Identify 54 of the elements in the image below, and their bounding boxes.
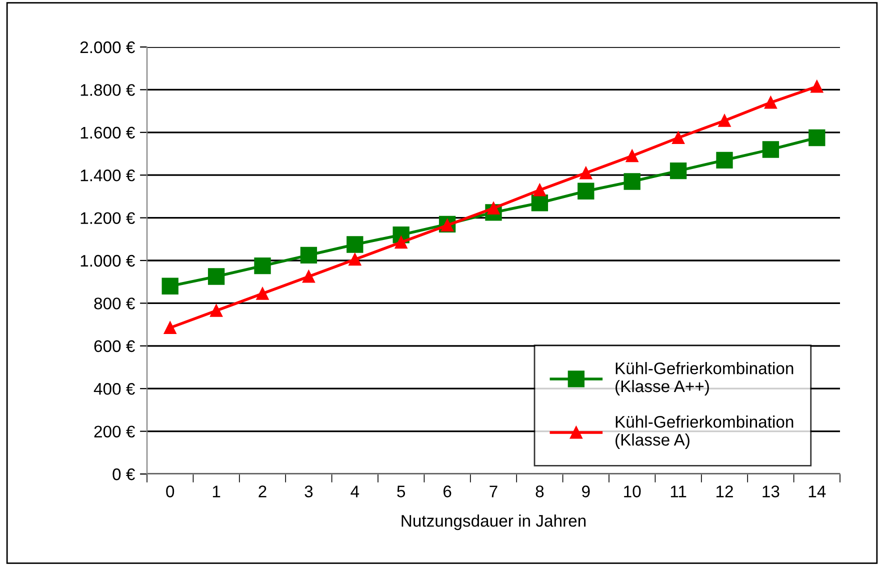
- legend-label: Kühl-Gefrierkombination (Klasse A): [616, 416, 794, 449]
- point: [348, 253, 362, 266]
- point: [164, 322, 176, 334]
- point: [394, 236, 408, 249]
- point: [254, 258, 271, 274]
- x-axis-title: Nutzungsdauer in Jahren: [402, 514, 586, 530]
- y-tick-label: 600 €: [94, 340, 135, 352]
- y-tick-label: 1.200 €: [80, 212, 135, 224]
- y-tick-label: 800 €: [94, 298, 135, 310]
- point: [624, 173, 640, 190]
- point: [533, 184, 546, 196]
- y-tick-label: 1.400 €: [80, 170, 135, 182]
- x-tick-label: 13: [762, 486, 780, 498]
- x-tick-label: 1: [212, 486, 220, 498]
- point: [718, 114, 731, 127]
- y-tick-label: 1.600 €: [80, 126, 135, 139]
- point: [808, 129, 826, 146]
- point: [208, 268, 225, 285]
- point: [346, 236, 364, 253]
- y-tick-label: 400 €: [94, 383, 135, 395]
- point: [764, 96, 777, 109]
- x-tick-label: 6: [444, 486, 452, 498]
- point: [162, 278, 178, 294]
- point: [302, 270, 315, 283]
- x-tick-label: 0: [166, 486, 174, 498]
- x-tick-label: 10: [624, 486, 641, 498]
- x-tick-label: 14: [808, 486, 826, 498]
- y-tick-label: 0 €: [112, 468, 135, 480]
- x-tick-label: 3: [304, 486, 313, 498]
- x-tick-label: 2: [258, 486, 266, 498]
- point: [670, 162, 687, 180]
- point: [716, 152, 733, 168]
- x-tick-label: 7: [490, 486, 498, 498]
- point: [626, 150, 638, 162]
- point: [531, 194, 548, 212]
- point: [672, 131, 685, 144]
- point: [762, 141, 780, 158]
- x-tick-label: 5: [397, 486, 406, 498]
- x-tick-label: 9: [582, 486, 590, 498]
- point: [210, 304, 223, 317]
- y-tick-label: 200 €: [94, 426, 135, 438]
- x-tick-label: 12: [716, 486, 733, 498]
- x-tick-label: 8: [536, 486, 544, 498]
- point: [578, 182, 594, 200]
- point: [810, 80, 824, 93]
- y-tick-label: 1.800 €: [80, 84, 135, 96]
- y-tick-label: 1.000 €: [80, 254, 135, 267]
- point: [580, 166, 592, 180]
- point: [300, 246, 318, 264]
- point: [256, 287, 269, 300]
- x-tick-label: 11: [670, 486, 686, 498]
- x-tick-label: 4: [350, 486, 360, 498]
- legend-label: Kühl-Gefrierkombination (Klasse A++): [616, 362, 794, 396]
- y-tick-label: 2.000 €: [80, 41, 135, 54]
